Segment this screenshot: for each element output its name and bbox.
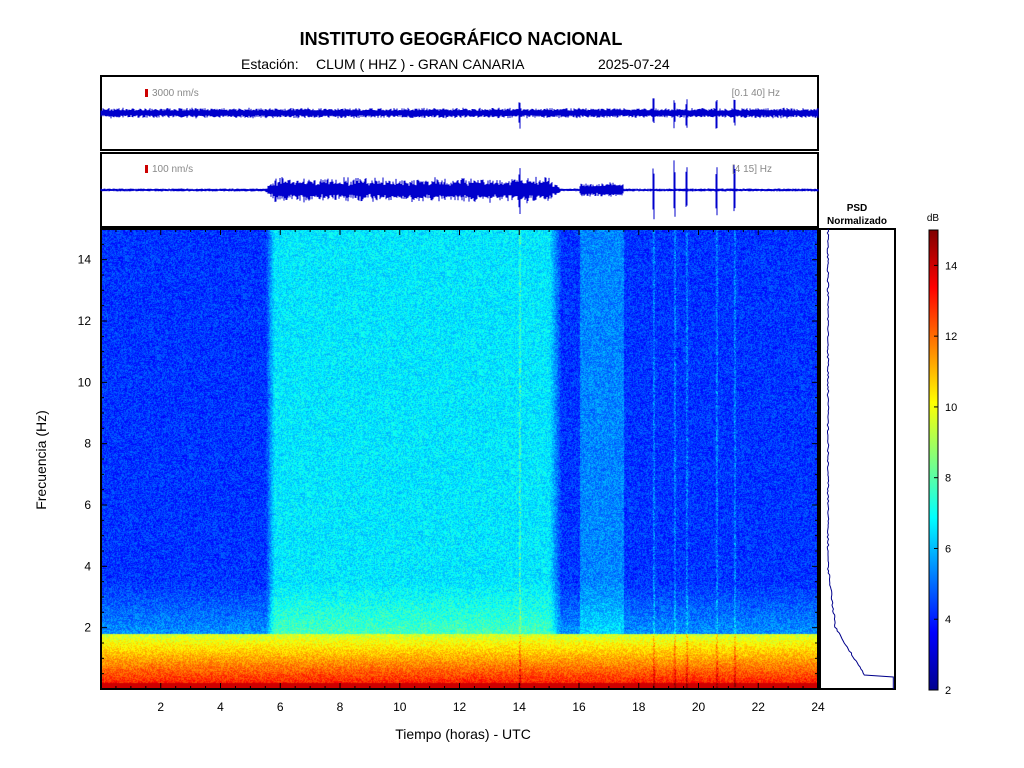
colorbar-tick-label: 12 bbox=[945, 331, 957, 343]
x-tick-label: 2 bbox=[157, 700, 164, 714]
trace-2-scale-bar bbox=[145, 165, 148, 173]
trace-1-waveform bbox=[100, 98, 819, 129]
spectrogram-image bbox=[101, 229, 818, 689]
y-axis-label: Frecuencia (Hz) bbox=[33, 410, 49, 510]
trace-2-scale-label: 100 nm/s bbox=[152, 164, 193, 175]
colorbar-tick-label: 10 bbox=[945, 402, 957, 414]
colorbar-tick-label: 2 bbox=[945, 685, 951, 697]
x-axis-label: Tiempo (horas) - UTC bbox=[395, 726, 531, 742]
trace-2-band-label: [4 15] Hz bbox=[732, 164, 772, 175]
station-name: CLUM ( HHZ ) - GRAN CANARIA bbox=[316, 56, 525, 72]
trace-1-band-label: [0.1 40] Hz bbox=[732, 88, 780, 99]
y-tick-label: 4 bbox=[84, 559, 91, 573]
x-tick-label: 4 bbox=[217, 700, 224, 714]
trace-1-scale-label: 3000 nm/s bbox=[152, 88, 199, 99]
x-tick-label: 10 bbox=[393, 700, 407, 714]
y-tick-label: 6 bbox=[84, 498, 91, 512]
y-tick-label: 10 bbox=[78, 375, 92, 389]
colorbar-tick-label: 6 bbox=[945, 543, 951, 555]
x-tick-label: 24 bbox=[811, 700, 825, 714]
colorbar-tick-label: 8 bbox=[945, 473, 951, 485]
x-tick-label: 14 bbox=[513, 700, 527, 714]
chart-date: 2025-07-24 bbox=[598, 56, 670, 72]
trace-panel-1: 3000 nm/s [0.1 40] Hz bbox=[100, 75, 819, 151]
x-tick-label: 12 bbox=[453, 700, 467, 714]
colorbar-ticks: 2 4 6 8 10 12 14 bbox=[934, 260, 957, 697]
x-tick-label: 22 bbox=[752, 700, 766, 714]
psd-curve bbox=[826, 228, 894, 689]
y-tick-label: 14 bbox=[78, 253, 92, 267]
colorbar-tick-label: 4 bbox=[945, 614, 951, 626]
psd-title-1: PSD bbox=[847, 203, 868, 214]
trace-2-waveform bbox=[100, 160, 819, 220]
y-tick-label: 2 bbox=[84, 621, 91, 635]
colorbar: dB 2 4 6 8 10 12 14 bbox=[927, 213, 957, 697]
psd-title-2: Normalizado bbox=[827, 216, 887, 227]
x-tick-label: 6 bbox=[277, 700, 284, 714]
x-tick-label: 16 bbox=[572, 700, 586, 714]
y-tick-label: 8 bbox=[84, 437, 91, 451]
y-tick-label: 12 bbox=[78, 314, 92, 328]
colorbar-unit: dB bbox=[927, 213, 940, 224]
x-tick-label: 18 bbox=[632, 700, 646, 714]
trace-panel-2: 100 nm/s [4 15] Hz bbox=[100, 152, 819, 228]
x-tick-label: 8 bbox=[337, 700, 344, 714]
y-axis-ticks: 2 4 6 8 10 12 14 bbox=[78, 228, 818, 690]
station-prefix: Estación: bbox=[241, 56, 299, 72]
x-tick-label: 20 bbox=[692, 700, 706, 714]
psd-panel: PSD Normalizado bbox=[819, 203, 896, 690]
colorbar-tick-label: 14 bbox=[945, 260, 957, 272]
chart-title: INSTITUTO GEOGRÁFICO NACIONAL bbox=[300, 28, 623, 49]
trace-1-scale-bar bbox=[145, 89, 148, 97]
x-axis-ticks: 2 4 6 8 10 12 14 16 18 20 22 24 bbox=[100, 229, 825, 714]
